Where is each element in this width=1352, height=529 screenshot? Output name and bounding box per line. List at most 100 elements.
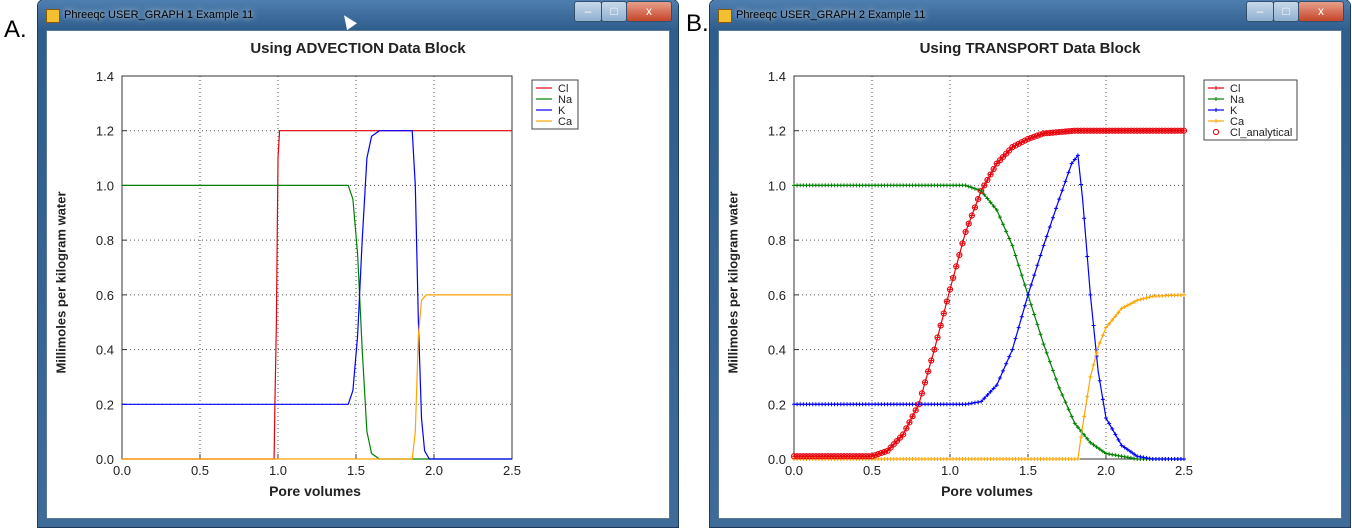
series-cl-analytical-marker (790, 453, 798, 460)
window-titlebar[interactable]: Phreeqc USER_GRAPH 2 Example 11 – □ x (710, 0, 1350, 30)
series-cl-marker (882, 449, 887, 454)
series-k-marker (1125, 447, 1130, 452)
series-na-marker (1016, 263, 1021, 268)
series-cl-analytical-marker (1149, 127, 1156, 134)
series-k-marker (1047, 225, 1052, 230)
series-cl-marker (1035, 133, 1040, 138)
series-k-marker (1026, 292, 1030, 297)
series-ca-marker (1110, 318, 1115, 323)
close-button[interactable]: x (1298, 1, 1344, 22)
series-ca-marker (1138, 297, 1143, 302)
series-cl-marker (966, 221, 971, 226)
series-k-marker (1044, 234, 1049, 239)
series-cl-marker (1032, 134, 1037, 139)
series-k-marker (1066, 170, 1071, 175)
maximize-button[interactable]: □ (601, 1, 627, 22)
series-cl-analytical-marker (1162, 127, 1169, 134)
series-na-marker (1041, 342, 1046, 347)
y-tick-label: 0.2 (768, 397, 786, 412)
series-k-marker (991, 386, 996, 391)
series-cl-analytical-marker (1127, 127, 1135, 134)
series-k-marker (1001, 368, 1006, 373)
x-tick-label: 0.0 (785, 463, 803, 478)
series-cl-analytical-marker (1062, 128, 1069, 135)
series-na-marker (1116, 453, 1121, 458)
series-na-marker (1082, 432, 1087, 437)
legend-marker (1212, 128, 1220, 136)
series-na-marker (1113, 453, 1118, 458)
series-cl-analytical-marker (837, 453, 844, 460)
series-cl-analytical-marker (1034, 132, 1041, 139)
series-cl-marker (929, 358, 934, 363)
series-na-marker (1007, 236, 1012, 241)
series-cl-analytical-marker (893, 437, 901, 445)
x-tick-label: 0.5 (191, 463, 209, 478)
series-cl-analytical-marker (1109, 127, 1116, 134)
series-cl-analytical-marker (850, 453, 857, 460)
series-cl-analytical-marker (831, 453, 838, 460)
series-k-marker (1022, 303, 1027, 308)
legend-label: K (558, 105, 566, 117)
series-cl-marker (1004, 151, 1009, 156)
series-cl-marker (901, 432, 906, 437)
series-cl-analytical-marker (978, 187, 985, 194)
series-cl-marker (960, 241, 965, 246)
series-k-marker (1029, 283, 1034, 288)
series-cl-analytical-marker (1102, 127, 1110, 134)
series-ca-marker (1079, 435, 1084, 440)
series-cl-marker (1007, 148, 1012, 153)
series-cl-analytical-marker (1159, 127, 1166, 134)
x-axis-label: Pore volumes (269, 483, 361, 499)
y-tick-label: 1.4 (768, 69, 786, 84)
series-cl-analytical-marker (990, 165, 997, 173)
series-cl-marker (932, 347, 937, 352)
series-cl-analytical-marker (915, 401, 922, 408)
window-titlebar[interactable]: Phreeqc USER_GRAPH 1 Example 11 – □ x (38, 0, 678, 30)
series-k-marker (1100, 397, 1105, 402)
chart-title: Using TRANSPORT Data Block (919, 40, 1141, 57)
minimize-button[interactable]: – (1246, 1, 1274, 22)
series-cl-analytical-marker (800, 453, 807, 460)
series-ca-marker (1082, 414, 1087, 419)
y-tick-label: 0.2 (96, 397, 114, 412)
series-k-marker (1038, 253, 1043, 258)
series-na-marker (985, 196, 990, 201)
series-cl-analytical-marker (1003, 150, 1010, 157)
series-cl-analytical-marker (1124, 127, 1131, 134)
series-cl-marker (919, 391, 924, 396)
minimize-button[interactable]: – (574, 1, 602, 22)
series-cl-analytical-marker (1152, 127, 1160, 134)
legend-label: Cl (1230, 83, 1240, 95)
series-cl-analytical-marker (953, 263, 960, 270)
graph-window-a[interactable]: Phreeqc USER_GRAPH 1 Example 11 – □ x Us… (38, 0, 678, 527)
series-ca-marker (1135, 298, 1140, 303)
series-k-marker (1082, 216, 1087, 221)
series-cl-analytical-marker (981, 182, 988, 189)
panel-label-a: A. (4, 16, 27, 43)
series-cl-analytical-marker (906, 419, 913, 426)
series-na-marker (1097, 447, 1102, 452)
series-cl-marker (948, 287, 952, 292)
series-cl-analytical-marker (928, 357, 935, 364)
series-k-marker (1132, 452, 1137, 457)
series-k-marker (988, 389, 993, 394)
series-na-marker (1069, 414, 1074, 419)
series-cl-marker (972, 205, 977, 210)
series-cl-marker (894, 438, 899, 443)
series-cl-analytical-marker (987, 171, 994, 178)
series-na-marker (1060, 392, 1065, 397)
series-cl-analytical-marker (943, 298, 950, 305)
series-cl-analytical-marker (1099, 127, 1106, 134)
maximize-button[interactable]: □ (1273, 1, 1299, 22)
series-na-marker (1001, 222, 1006, 227)
series-cl-analytical-marker (878, 449, 885, 457)
series-k-marker (1113, 432, 1118, 437)
series-cl-analytical-marker (1074, 127, 1082, 134)
series-na-marker (1063, 400, 1068, 405)
series-na-marker (1091, 442, 1096, 447)
series-ca-marker (1097, 341, 1102, 346)
series-na-marker (1019, 273, 1024, 278)
chart-title: Using ADVECTION Data Block (250, 40, 466, 57)
close-button[interactable]: x (626, 1, 672, 22)
graph-window-b[interactable]: Phreeqc USER_GRAPH 2 Example 11 – □ x Us… (710, 0, 1350, 527)
